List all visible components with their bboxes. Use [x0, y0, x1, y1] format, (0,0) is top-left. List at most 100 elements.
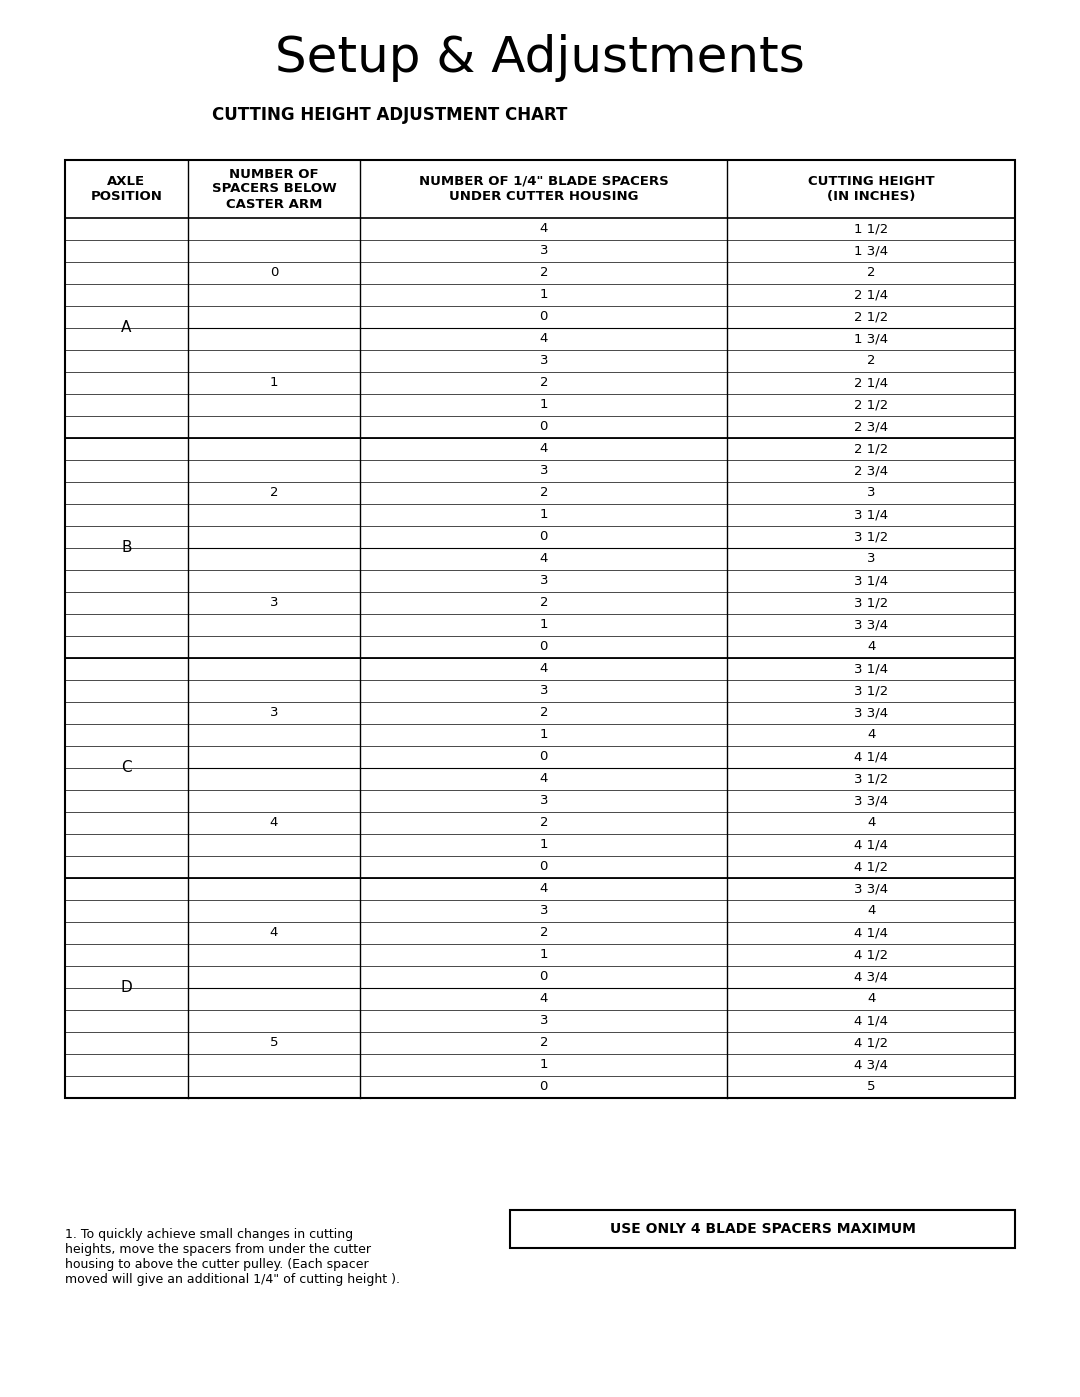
Text: B: B: [121, 541, 132, 556]
Text: D: D: [120, 981, 132, 996]
Text: 2: 2: [540, 597, 548, 609]
Text: CUTTING HEIGHT ADJUSTMENT CHART: CUTTING HEIGHT ADJUSTMENT CHART: [213, 106, 568, 124]
Text: 4: 4: [867, 816, 875, 830]
Text: 3 1/2: 3 1/2: [854, 685, 888, 697]
Text: 0: 0: [540, 861, 548, 873]
Text: 1: 1: [540, 728, 548, 742]
Text: 2: 2: [540, 267, 548, 279]
Text: 4: 4: [540, 552, 548, 566]
Text: 4 1/4: 4 1/4: [854, 1014, 888, 1028]
Text: 2 3/4: 2 3/4: [854, 464, 888, 478]
Text: 4 3/4: 4 3/4: [854, 971, 888, 983]
Text: 2: 2: [540, 377, 548, 390]
Text: 1: 1: [540, 289, 548, 302]
Text: 3 1/4: 3 1/4: [854, 509, 888, 521]
Bar: [510, 1210, 1015, 1248]
Text: 2 3/4: 2 3/4: [854, 420, 888, 433]
Text: 4: 4: [540, 883, 548, 895]
Text: 4: 4: [540, 992, 548, 1006]
Text: USE ONLY 4 BLADE SPACERS MAXIMUM: USE ONLY 4 BLADE SPACERS MAXIMUM: [609, 1222, 916, 1236]
Text: 4: 4: [540, 773, 548, 785]
Text: 1: 1: [540, 509, 548, 521]
Text: 1: 1: [540, 619, 548, 631]
Text: 4: 4: [540, 662, 548, 676]
Text: 2: 2: [867, 267, 875, 279]
Text: 2: 2: [540, 1037, 548, 1049]
Text: 1 3/4: 1 3/4: [854, 244, 888, 257]
Text: CUTTING HEIGHT
(IN INCHES): CUTTING HEIGHT (IN INCHES): [808, 175, 934, 203]
Text: 2: 2: [540, 707, 548, 719]
Text: 3: 3: [540, 904, 548, 918]
Text: 3 1/4: 3 1/4: [854, 662, 888, 676]
Text: 0: 0: [540, 1080, 548, 1094]
Text: 3 1/2: 3 1/2: [854, 773, 888, 785]
Text: 5: 5: [270, 1037, 279, 1049]
Text: 2: 2: [540, 816, 548, 830]
Text: 3: 3: [540, 355, 548, 367]
Text: 1: 1: [270, 377, 279, 390]
Text: 3 3/4: 3 3/4: [854, 707, 888, 719]
Text: 3 3/4: 3 3/4: [854, 883, 888, 895]
Text: 1 3/4: 1 3/4: [854, 332, 888, 345]
Text: 2: 2: [867, 355, 875, 367]
Text: 3: 3: [270, 597, 279, 609]
Text: 3 3/4: 3 3/4: [854, 619, 888, 631]
Text: 3: 3: [270, 707, 279, 719]
Text: 4 1/4: 4 1/4: [854, 926, 888, 940]
Bar: [65, 161, 1015, 1098]
Text: 4 1/2: 4 1/2: [854, 1037, 888, 1049]
Text: 1 1/2: 1 1/2: [854, 222, 888, 236]
Text: 1: 1: [540, 949, 548, 961]
Text: 2 1/2: 2 1/2: [854, 310, 888, 324]
Text: 4: 4: [270, 816, 279, 830]
Text: Setup & Adjustments: Setup & Adjustments: [275, 34, 805, 82]
Text: 3 1/4: 3 1/4: [854, 574, 888, 588]
Text: 1: 1: [540, 1059, 548, 1071]
Text: 2 1/4: 2 1/4: [854, 289, 888, 302]
Text: 3 3/4: 3 3/4: [854, 795, 888, 807]
Text: 4 1/2: 4 1/2: [854, 949, 888, 961]
Text: 3: 3: [867, 486, 875, 500]
Text: 0: 0: [540, 971, 548, 983]
Text: NUMBER OF 1/4" BLADE SPACERS
UNDER CUTTER HOUSING: NUMBER OF 1/4" BLADE SPACERS UNDER CUTTE…: [419, 175, 669, 203]
Text: C: C: [121, 760, 132, 775]
Text: 0: 0: [540, 640, 548, 654]
Text: 4: 4: [867, 992, 875, 1006]
Text: 0: 0: [540, 531, 548, 543]
Text: 4: 4: [867, 728, 875, 742]
Text: 2: 2: [540, 926, 548, 940]
Text: 2 1/2: 2 1/2: [854, 398, 888, 412]
Text: 4 1/4: 4 1/4: [854, 750, 888, 764]
Text: 4: 4: [270, 926, 279, 940]
Text: 1: 1: [540, 398, 548, 412]
Text: 3: 3: [540, 795, 548, 807]
Text: 4: 4: [540, 222, 548, 236]
Text: 3: 3: [540, 244, 548, 257]
Text: 0: 0: [270, 267, 279, 279]
Text: 3: 3: [540, 574, 548, 588]
Text: 4: 4: [540, 332, 548, 345]
Text: 4 1/2: 4 1/2: [854, 861, 888, 873]
Text: 2: 2: [270, 486, 279, 500]
Text: 2 1/4: 2 1/4: [854, 377, 888, 390]
Text: 3: 3: [867, 552, 875, 566]
Text: 3: 3: [540, 464, 548, 478]
Text: 2 1/2: 2 1/2: [854, 443, 888, 455]
Text: A: A: [121, 320, 132, 335]
Text: 4 3/4: 4 3/4: [854, 1059, 888, 1071]
Text: 4 1/4: 4 1/4: [854, 838, 888, 852]
Text: 3: 3: [540, 685, 548, 697]
Text: 1: 1: [540, 838, 548, 852]
Text: 2: 2: [540, 486, 548, 500]
Text: 3 1/2: 3 1/2: [854, 531, 888, 543]
Text: 4: 4: [540, 443, 548, 455]
Text: 3 1/2: 3 1/2: [854, 597, 888, 609]
Text: 0: 0: [540, 750, 548, 764]
Text: 4: 4: [867, 640, 875, 654]
Text: NUMBER OF
SPACERS BELOW
CASTER ARM: NUMBER OF SPACERS BELOW CASTER ARM: [212, 168, 336, 211]
Text: 5: 5: [867, 1080, 875, 1094]
Text: AXLE
POSITION: AXLE POSITION: [91, 175, 162, 203]
Text: 3: 3: [540, 1014, 548, 1028]
Text: 4: 4: [867, 904, 875, 918]
Text: 0: 0: [540, 310, 548, 324]
